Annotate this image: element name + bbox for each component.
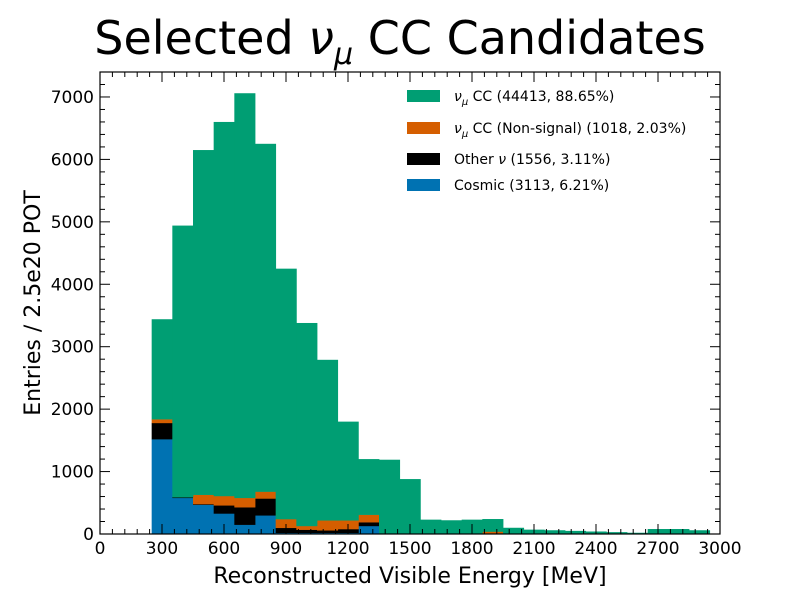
bar-series-3-bin-20 <box>565 530 587 535</box>
y-tick-label: 3000 <box>51 338 94 358</box>
bar-series-3-bin-16 <box>482 519 504 532</box>
bar-series-3-bin-22 <box>606 532 628 535</box>
bar-series-0-bin-3 <box>213 513 235 535</box>
bar-series-3-bin-2 <box>193 150 215 495</box>
legend-swatch <box>407 153 440 165</box>
bar-series-2-bin-10 <box>358 514 380 523</box>
bar-series-3-bin-26 <box>689 530 711 535</box>
y-tick-label: 1000 <box>51 463 94 483</box>
title-suffix: CC Candidates <box>353 11 706 65</box>
bar-series-0-bin-2 <box>193 504 215 535</box>
bar-series-1-bin-8 <box>317 530 339 534</box>
y-axis-label: Entries / 2.5e20 POT <box>21 190 46 416</box>
bar-series-0-bin-0 <box>151 439 173 535</box>
bar-series-1-bin-5 <box>255 498 277 516</box>
bar-series-3-bin-25 <box>668 529 690 535</box>
bar-series-2-bin-16 <box>482 531 504 535</box>
legend-label: νμ CC (Non-signal) (1018, 2.03%) <box>454 121 686 140</box>
bar-series-2-bin-4 <box>234 497 256 508</box>
bar-series-3-bin-19 <box>544 530 566 535</box>
bar-series-1-bin-10 <box>358 522 380 527</box>
legend-swatch <box>407 179 440 191</box>
y-tick-label: 4000 <box>51 275 94 295</box>
x-tick-label: 2400 <box>574 539 617 559</box>
ticks-group: 0 300 600 900 1200 1500 1800 2100 2400 2700 3000 0 1… <box>51 71 742 559</box>
chart-title: Selected νμ CC Candidates <box>94 11 705 72</box>
y-tick-label: 2000 <box>51 400 94 420</box>
bars-group <box>151 93 711 535</box>
bar-series-3-bin-12 <box>399 479 421 535</box>
x-tick-label: 2700 <box>636 539 679 559</box>
x-axis-label: Reconstructed Visible Energy [MeV] <box>213 564 606 589</box>
x-tick-label: 1200 <box>326 539 369 559</box>
legend-label: Other ν (1556, 3.11%) <box>454 152 610 168</box>
bar-series-1-bin-7 <box>296 529 318 534</box>
bar-series-3-bin-7 <box>296 322 318 527</box>
legend-label: Cosmic (3113, 6.21%) <box>454 178 609 194</box>
bar-series-0-bin-4 <box>234 524 256 535</box>
bar-series-2-bin-3 <box>213 495 235 506</box>
legend-swatch <box>407 122 440 134</box>
title-nu: ν <box>308 11 334 65</box>
bar-series-2-bin-0 <box>151 419 173 424</box>
title-prefix: Selected <box>94 11 308 65</box>
x-tick-label: 1800 <box>450 539 493 559</box>
bar-series-1-bin-0 <box>151 422 173 440</box>
y-tick-label: 0 <box>83 525 94 545</box>
x-tick-label: 900 <box>270 539 302 559</box>
bar-series-3-bin-9 <box>337 421 359 521</box>
bar-series-3-bin-6 <box>275 268 297 520</box>
bar-series-3-bin-8 <box>317 359 339 521</box>
bar-series-3-bin-10 <box>358 459 380 515</box>
bar-series-3-bin-13 <box>420 519 442 535</box>
bar-series-0-bin-1 <box>172 497 194 535</box>
y-tick-label: 6000 <box>51 150 94 170</box>
title-mu: μ <box>333 37 353 72</box>
bar-series-3-bin-14 <box>441 520 463 534</box>
bar-series-3-bin-4 <box>234 93 256 499</box>
bar-series-0-bin-5 <box>255 515 277 535</box>
bar-series-2-bin-8 <box>317 520 339 531</box>
x-tick-label: 3000 <box>698 539 741 559</box>
x-tick-label: 1500 <box>388 539 431 559</box>
legend-swatch <box>407 90 440 102</box>
y-tick-label: 5000 <box>51 213 94 233</box>
bar-series-1-bin-3 <box>213 505 235 514</box>
x-tick-label: 0 <box>95 539 106 559</box>
x-tick-label: 600 <box>208 539 240 559</box>
bar-series-2-bin-2 <box>193 494 215 505</box>
bar-series-1-bin-1 <box>172 497 194 499</box>
bar-series-3-bin-17 <box>503 527 525 535</box>
bar-series-3-bin-11 <box>379 459 401 535</box>
bar-series-3-bin-0 <box>151 319 173 420</box>
bar-series-1-bin-2 <box>193 504 215 505</box>
x-tick-label: 300 <box>146 539 178 559</box>
plot-frame <box>99 71 721 535</box>
bar-series-3-bin-1 <box>172 225 194 498</box>
legend: νμ CC (44413, 88.65%) νμ CC (Non-signal) … <box>407 89 686 194</box>
legend-label: νμ CC (44413, 88.65%) <box>454 89 614 108</box>
bar-series-2-bin-6 <box>275 519 297 529</box>
bar-series-3-bin-5 <box>255 143 277 492</box>
x-tick-label: 2100 <box>512 539 555 559</box>
y-tick-label: 7000 <box>51 88 94 108</box>
bar-series-2-bin-5 <box>255 491 277 499</box>
bar-series-2-bin-7 <box>296 525 318 530</box>
bar-series-1-bin-4 <box>234 507 256 525</box>
bar-series-0-bin-10 <box>358 525 380 535</box>
bar-series-3-bin-3 <box>213 121 235 497</box>
